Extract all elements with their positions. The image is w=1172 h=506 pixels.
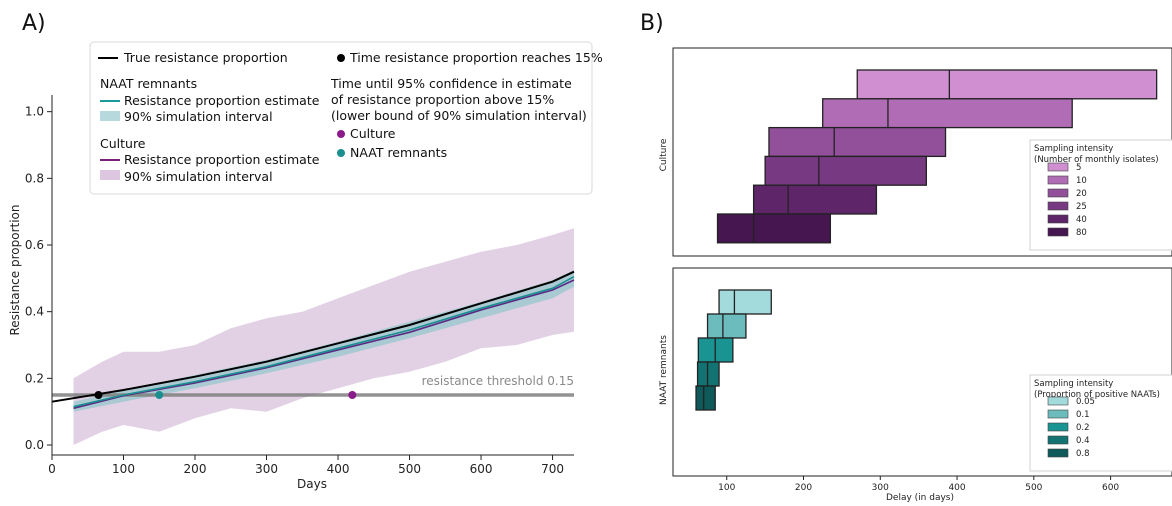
b-box-0-2 [768,126,947,158]
panel-b-box-chart: 100 200 300 400 500 600 Delay (in days) Cultu… [659,47,1172,503]
b-box-0-1 [822,98,1073,129]
panel-label-a: A) [22,11,46,36]
b-x-tick-label-2: 300 [872,483,889,493]
a-x-tick-label-3: 300 [255,462,278,476]
a-y-tick-label-4: 0.8 [25,171,44,185]
b-legend-swatch-1-0 [1047,396,1069,406]
b-box-1-0 [718,289,772,315]
point-0 [94,391,103,399]
b-box-0-0 [856,69,1158,100]
panel-label-b: B) [640,11,664,36]
b-naat-facet-label: NAAT remnants [659,335,669,405]
b-culture-legend: Sampling intensity (Number of monthly is… [1029,139,1172,251]
b-legend-label-0-0: 5 [1076,163,1081,173]
b-legend-label-0-3: 25 [1076,202,1087,212]
a-x-tick-label-2: 200 [184,462,207,476]
a-y-tick-label-2: 0.4 [25,305,44,319]
b-legend-swatch-1-4 [1047,448,1069,458]
b-x-axis-label: Delay (in days) [886,493,954,503]
a-x-tick-label-7: 700 [541,462,564,476]
point-2 [348,391,357,399]
b-legend-label-1-4: 0.8 [1076,449,1090,459]
b-legend-label-1-2: 0.2 [1076,423,1090,433]
b-x-tick-label-1: 200 [795,483,812,493]
series-line-0 [73,279,575,410]
b-box-1-4 [695,385,716,411]
b-box-0-3 [764,155,927,186]
legend-confidence-line2: of resistance proportion above 15% [331,92,554,107]
a-x-tick-label-5: 500 [398,462,421,476]
b-legend-label-0-4: 40 [1076,215,1087,225]
a-y-axis-label: Resistance proportion [8,205,22,336]
legend-confidence-line1: Time until 95% confidence in estimate [330,76,572,91]
legend-culture-interval: 90% simulation interval [124,169,273,184]
legend-naat-header: NAAT remnants [100,76,197,91]
b-x-tick-label-5: 600 [1102,483,1119,493]
a-x-axis-label: Days [297,477,327,491]
b-legend-swatch-1-1 [1047,409,1069,419]
b-legend-swatch-1-3 [1047,435,1069,445]
b-naat-legend: Sampling intensity (Proportion of positi… [1029,374,1172,472]
b-culture-legend-title-1: Sampling intensity [1034,144,1113,154]
b-legend-swatch-0-1 [1047,175,1069,185]
a-x-tick-label-6: 600 [470,462,493,476]
b-box-1-1 [706,313,747,339]
panel-a-line-chart: 0 100 200 300 400 500 600 700 0.0 0.2 0.4 0.6 0.8 1.0… [8,41,603,491]
legend-culture-interval-swatch [100,170,120,180]
series-line-1 [73,275,575,408]
b-naat-legend-title-2: (Proportion of positive NAATs) [1034,390,1160,400]
b-box-0-4 [752,184,878,215]
legend-culture-estimate: Resistance proportion estimate [124,152,320,167]
b-legend-label-1-3: 0.4 [1076,436,1090,446]
legend-time-point-marker [337,54,345,62]
b-box-1-3 [696,361,720,387]
b-x-tick-label-4: 500 [1025,483,1042,493]
b-x-tick-label-0: 100 [718,483,735,493]
b-box-0-5 [716,213,832,244]
a-y-tick-label-5: 1.0 [25,105,44,119]
b-legend-swatch-0-4 [1047,214,1069,224]
a-x-tick-label-0: 0 [48,462,56,476]
legend-naat-point-marker [337,149,345,157]
band-0 [73,228,574,445]
legend-culture-point: Culture [350,126,396,141]
b-legend-swatch-0-3 [1047,201,1069,211]
a-legend-frame [89,41,593,195]
threshold-label: resistance threshold 0.15 [422,374,574,388]
legend-naat-interval: 90% simulation interval [124,109,273,124]
legend-time-point: Time resistance proportion reaches 15% [349,50,603,65]
legend-naat-interval-swatch [100,111,120,121]
b-culture-legend-title-2: (Number of monthly isolates) [1034,155,1159,165]
b-x-tick-label-3: 400 [948,483,965,493]
b-culture-facet-label: Culture [659,138,669,171]
legend-culture-point-marker [337,130,345,138]
a-y-tick-label-3: 0.6 [25,238,44,252]
a-y-tick-label-1: 0.2 [25,371,44,385]
b-legend-label-0-2: 20 [1076,189,1087,199]
b-legend-swatch-0-0 [1047,162,1069,172]
b-facet-frame-0 [672,47,1172,257]
b-legend-label-0-1: 10 [1076,176,1087,186]
a-y-tick-label-0: 0.0 [25,438,44,452]
b-legend-swatch-0-2 [1047,188,1069,198]
legend-culture-header: Culture [100,136,146,151]
b-legend-swatch-1-2 [1047,422,1069,432]
a-x-tick-label-4: 400 [327,462,350,476]
point-1 [155,391,164,399]
a-x-tick-label-1: 100 [112,462,135,476]
b-legend-label-0-5: 80 [1076,228,1087,238]
b-facet-frame-1 [672,267,1172,477]
legend-naat-point: NAAT remnants [350,145,447,160]
b-legend-label-1-0: 0.05 [1076,397,1095,407]
b-legend-label-1-1: 0.1 [1076,410,1090,420]
series-line-2 [51,270,575,403]
a-legend: True resistance proportion NAAT remnants… [89,41,603,195]
b-naat-legend-title-1: Sampling intensity [1034,379,1113,389]
b-legend-swatch-0-5 [1047,227,1069,237]
legend-true-line: True resistance proportion [123,50,288,65]
legend-naat-estimate: Resistance proportion estimate [124,93,320,108]
legend-confidence-line3: (lower bound of 90% simulation interval) [331,108,587,123]
